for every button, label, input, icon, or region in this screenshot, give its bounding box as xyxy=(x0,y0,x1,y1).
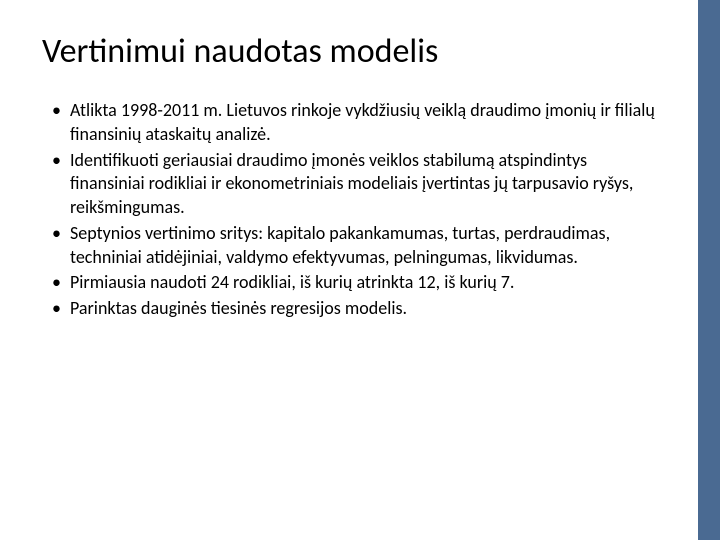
list-item: Parinktas dauginės tiesinės regresijos m… xyxy=(50,297,664,321)
list-item: Atlikta 1998-2011 m. Lietuvos rinkoje vy… xyxy=(50,99,664,147)
accent-bar xyxy=(698,0,720,540)
slide-body: Vertinimui naudotas modelis Atlikta 1998… xyxy=(0,0,720,355)
bullet-list: Atlikta 1998-2011 m. Lietuvos rinkoje vy… xyxy=(42,99,664,321)
list-item: Septynios vertinimo sritys: kapitalo pak… xyxy=(50,222,664,270)
slide-title: Vertinimui naudotas modelis xyxy=(42,32,664,71)
list-item: Identifikuoti geriausiai draudimo įmonės… xyxy=(50,149,664,220)
list-item: Pirmiausia naudoti 24 rodikliai, iš kuri… xyxy=(50,271,664,295)
